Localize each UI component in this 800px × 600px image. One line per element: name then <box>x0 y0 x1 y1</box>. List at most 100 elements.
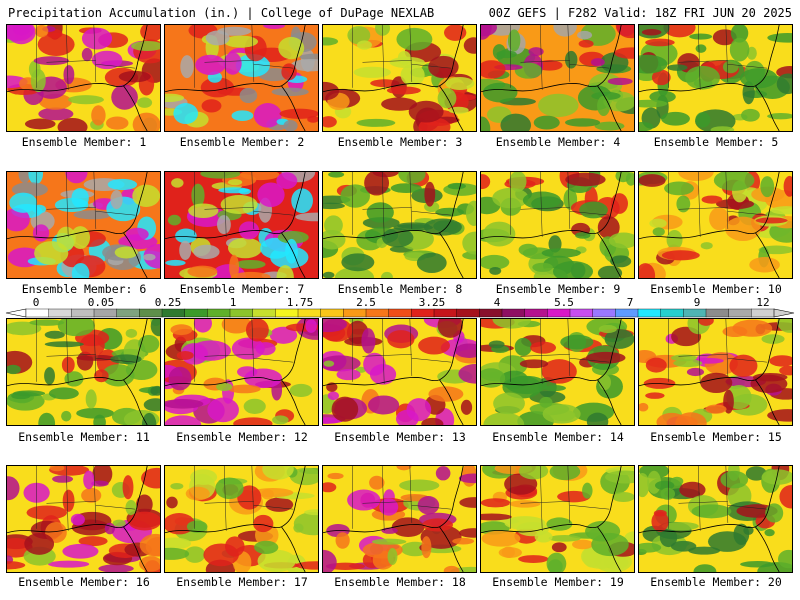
coastline <box>323 230 464 278</box>
colorbar-swatch <box>411 308 435 318</box>
precip-blob <box>323 230 346 250</box>
precip-blob <box>165 537 192 550</box>
precip-blob <box>125 500 137 516</box>
precip-blob <box>233 417 273 425</box>
colorbar-swatch <box>161 308 186 318</box>
precip-blob <box>509 172 527 192</box>
precip-blob <box>132 112 160 131</box>
precip-blob <box>447 182 466 190</box>
precip-blob <box>709 207 730 231</box>
ensemble-member-label: Ensemble Member: 12 <box>176 430 308 444</box>
precip-blob <box>230 271 271 278</box>
precip-blob <box>582 482 593 499</box>
precip-blob <box>541 248 581 258</box>
precip-blob <box>760 176 775 198</box>
coastline <box>165 524 306 572</box>
precip-blob <box>421 417 444 425</box>
state-borders <box>36 172 136 237</box>
precip-blob <box>63 65 75 85</box>
precip-blob <box>323 37 339 46</box>
precip-blob <box>575 232 591 239</box>
precip-blob <box>49 466 65 472</box>
precip-blob <box>237 366 258 378</box>
precip-blob <box>168 366 192 391</box>
east-coastline <box>755 172 780 234</box>
precip-blob <box>481 498 511 508</box>
precip-blob <box>533 115 560 130</box>
precip-field <box>639 466 792 572</box>
precip-blob <box>110 354 142 364</box>
ensemble-member-label: Ensemble Member: 17 <box>176 575 308 589</box>
precip-blob <box>18 172 31 183</box>
precip-blob <box>38 412 56 425</box>
ensemble-member-label: Ensemble Member: 7 <box>179 282 305 296</box>
precip-blob <box>693 564 717 572</box>
precip-blob <box>649 218 667 229</box>
coastline <box>165 230 306 278</box>
colorbar-tick-label: 0 <box>32 296 40 309</box>
ensemble-member-label: Ensemble Member: 8 <box>337 282 463 296</box>
precip-blob <box>450 94 476 101</box>
precip-blob <box>678 172 714 182</box>
precip-blob <box>661 521 699 531</box>
precip-blob <box>107 178 138 191</box>
precip-blob <box>218 187 250 194</box>
ensemble-member-map <box>164 171 319 279</box>
ensemble-member-label: Ensemble Member: 20 <box>650 575 782 589</box>
east-coastline <box>439 466 464 528</box>
precip-blob <box>590 58 605 67</box>
state-borders <box>668 172 768 237</box>
precip-blob <box>145 537 160 557</box>
precip-blob <box>645 392 665 399</box>
precip-blob <box>542 404 581 424</box>
precip-blob <box>229 254 240 278</box>
state-borders <box>194 172 294 237</box>
precip-blob <box>217 215 231 235</box>
coastline <box>481 377 622 425</box>
precip-blob <box>369 475 385 490</box>
precip-blob <box>483 412 525 425</box>
east-coastline <box>123 172 148 234</box>
precip-blob <box>200 172 241 179</box>
ensemble-member-label: Ensemble Member: 10 <box>650 282 782 296</box>
precip-blob <box>597 216 620 240</box>
ensemble-member-map <box>322 24 477 132</box>
precip-blob <box>695 44 707 53</box>
precip-blob <box>481 254 510 270</box>
precip-blob <box>323 81 340 101</box>
east-coastline <box>597 466 622 528</box>
colorbar-swatch <box>660 308 684 318</box>
colorbar-swatch <box>320 308 344 318</box>
precip-blob <box>76 407 115 419</box>
precip-blob <box>57 319 95 337</box>
east-coastline <box>439 172 464 234</box>
precip-blob <box>752 372 788 382</box>
ensemble-member-label: Ensemble Member: 16 <box>18 575 150 589</box>
precip-blob <box>779 365 792 376</box>
state-borders <box>352 172 452 237</box>
colorbar-swatch <box>479 308 503 318</box>
precip-blob <box>283 120 298 131</box>
ensemble-member-label: Ensemble Member: 6 <box>21 282 147 296</box>
precip-blob <box>165 259 186 266</box>
precip-blob <box>418 336 450 355</box>
precip-blob <box>48 387 79 400</box>
precip-blob <box>604 329 634 349</box>
precip-blob <box>767 113 792 120</box>
ensemble-member-label: Ensemble Member: 14 <box>492 430 624 444</box>
precip-blob <box>323 355 361 372</box>
state-borders <box>510 466 610 531</box>
precip-blob <box>281 63 297 81</box>
precip-blob <box>139 556 160 572</box>
precip-blob <box>482 221 516 247</box>
precip-blob <box>328 172 345 178</box>
precip-blob <box>61 356 75 373</box>
precip-blob <box>488 340 505 349</box>
precip-blob <box>398 172 426 184</box>
precip-blob <box>424 181 436 207</box>
precip-blob <box>625 172 634 186</box>
precip-blob <box>661 111 690 126</box>
colorbar-tick-label: 12 <box>756 296 770 309</box>
precip-blob <box>654 480 675 491</box>
ensemble-member-map <box>322 318 477 426</box>
